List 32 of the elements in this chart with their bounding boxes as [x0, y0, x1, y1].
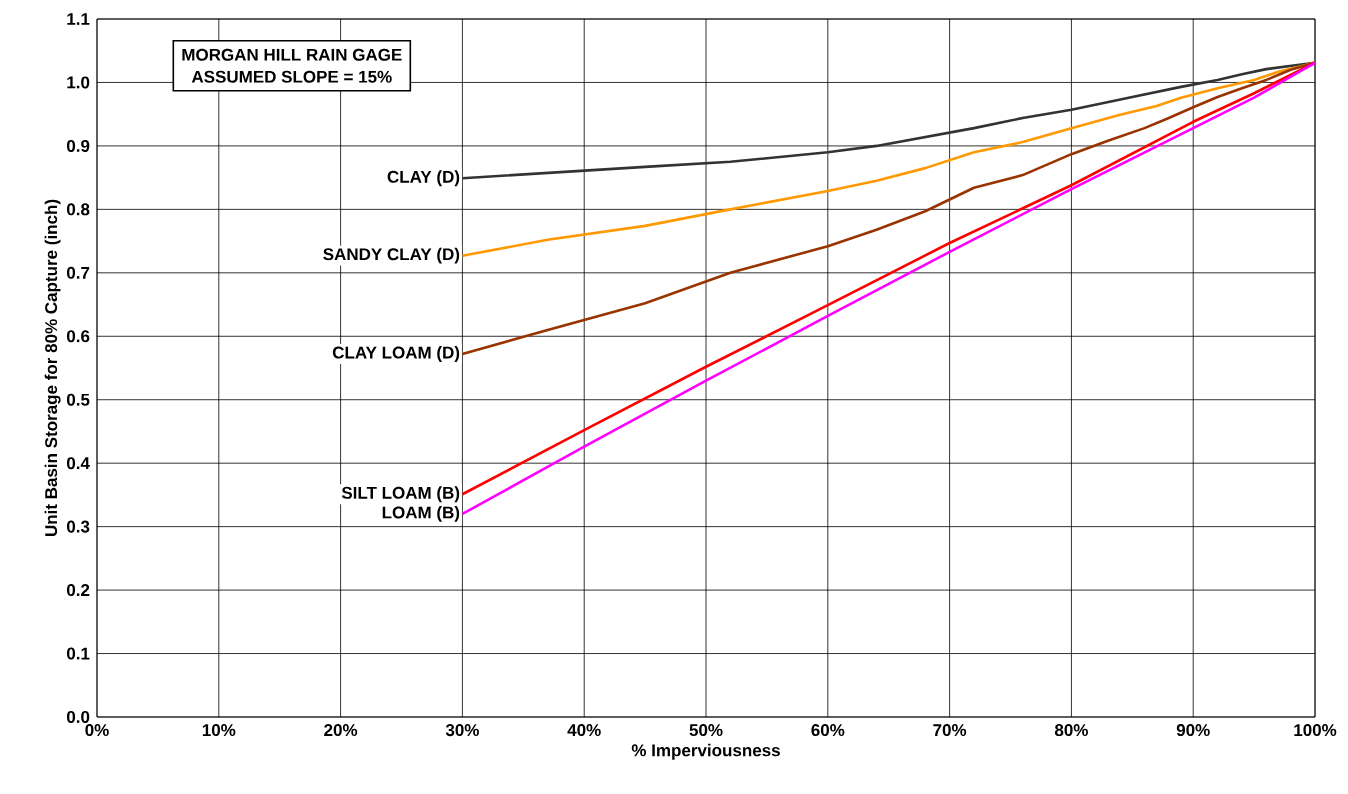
x-tick-label: 20% [324, 724, 358, 737]
series-label: LOAM (B) [382, 506, 460, 522]
annotation: MORGAN HILL RAIN GAGE [182, 48, 402, 61]
y-tick-label: 0.8 [66, 203, 90, 216]
y-axis-title: Unit Basin Storage for 80% Capture (inch) [44, 199, 61, 537]
series-label: CLAY LOAM (D) [332, 346, 460, 362]
y-tick-label: 0.3 [66, 520, 90, 533]
annotation: ASSUMED SLOPE = 15% [191, 70, 392, 83]
series-label: CLAY (D) [387, 170, 460, 187]
y-tick-label: 0.0 [66, 711, 90, 724]
y-tick-label: 0.9 [66, 139, 90, 152]
series-label: SANDY CLAY (D) [323, 247, 460, 264]
y-tick-label: 1.0 [67, 76, 90, 89]
y-tick-label: 0.5 [66, 393, 90, 406]
x-tick-label: 50% [689, 724, 723, 737]
y-tick-label: 0.6 [66, 330, 90, 343]
x-tick-label: 60% [811, 724, 845, 737]
x-tick-label: 90% [1176, 724, 1210, 737]
series-label: SILT LOAM (B) [341, 486, 460, 503]
x-tick-label: 80% [1054, 724, 1088, 737]
x-tick-label: 10% [202, 724, 236, 737]
x-axis-title: % Imperviousness [631, 743, 780, 760]
x-tick-label: 40% [567, 724, 601, 737]
x-tick-label: 0% [85, 724, 109, 737]
x-tick-label: 100% [1294, 724, 1337, 737]
x-tick-label: 30% [445, 724, 479, 737]
y-tick-label: 0.7 [66, 266, 90, 279]
y-tick-label: 0.2 [66, 584, 90, 597]
y-tick-label: 0.4 [66, 457, 90, 470]
y-tick-label: 0.1 [66, 647, 90, 660]
x-tick-label: 70% [933, 724, 967, 737]
y-tick-label: 1.1 [67, 13, 90, 25]
